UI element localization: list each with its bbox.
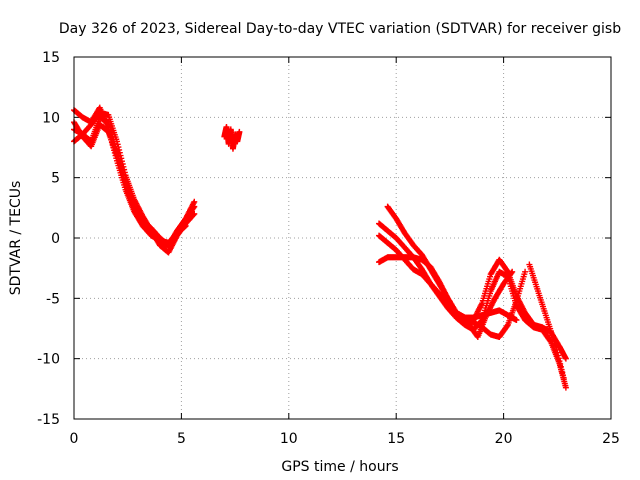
y-tick-label: 0 (51, 231, 60, 247)
data-point (555, 352, 562, 359)
x-tick-label: 5 (177, 431, 186, 447)
data-point (556, 358, 563, 365)
y-tick-label: 15 (42, 50, 60, 66)
x-axis-label: GPS time / hours (281, 459, 398, 475)
x-tick-label: 25 (602, 431, 620, 447)
data-point (513, 317, 520, 324)
y-tick-label: 10 (42, 110, 60, 126)
data-point (508, 269, 515, 276)
data-point (562, 355, 569, 362)
data-point (554, 349, 561, 356)
series-arc-j (449, 268, 516, 340)
data-point (560, 372, 567, 379)
data-point (557, 363, 564, 370)
y-tick-label: -15 (37, 412, 60, 428)
data-point (182, 222, 189, 229)
data-point (190, 211, 197, 218)
data-point (236, 128, 243, 135)
data-point (509, 268, 516, 275)
x-tick-label: 20 (495, 431, 513, 447)
data-point (557, 360, 564, 367)
x-tick-label: 15 (387, 431, 405, 447)
data-point (504, 322, 511, 329)
series-arc-e (221, 123, 243, 152)
series-arc-d (71, 119, 189, 249)
y-tick-label: -5 (46, 291, 60, 307)
data-point (504, 267, 511, 274)
data-point (553, 346, 560, 353)
data-points (71, 104, 569, 391)
x-tick-label: 0 (70, 431, 79, 447)
data-point (522, 268, 529, 275)
data-point (562, 384, 569, 391)
plot-frame (73, 56, 612, 420)
data-point (560, 374, 567, 381)
chart-title: Day 326 of 2023, Sidereal Day-to-day VTE… (59, 21, 621, 37)
data-point (191, 198, 198, 205)
series-arc-k (526, 261, 567, 381)
y-tick-label: 5 (51, 171, 60, 187)
data-point (559, 369, 566, 376)
data-point (555, 355, 562, 362)
tick-labels: 0 5 10 15 20 25 -15 -10 -5 0 5 10 15 (37, 50, 620, 447)
data-point (552, 341, 559, 348)
data-point (552, 344, 559, 351)
x-tick-label: 10 (280, 431, 298, 447)
y-axis-label: SDTVAR / TECUs (8, 181, 24, 296)
data-point (558, 366, 565, 373)
y-tick-label: -10 (37, 352, 60, 368)
data-point (191, 210, 198, 217)
